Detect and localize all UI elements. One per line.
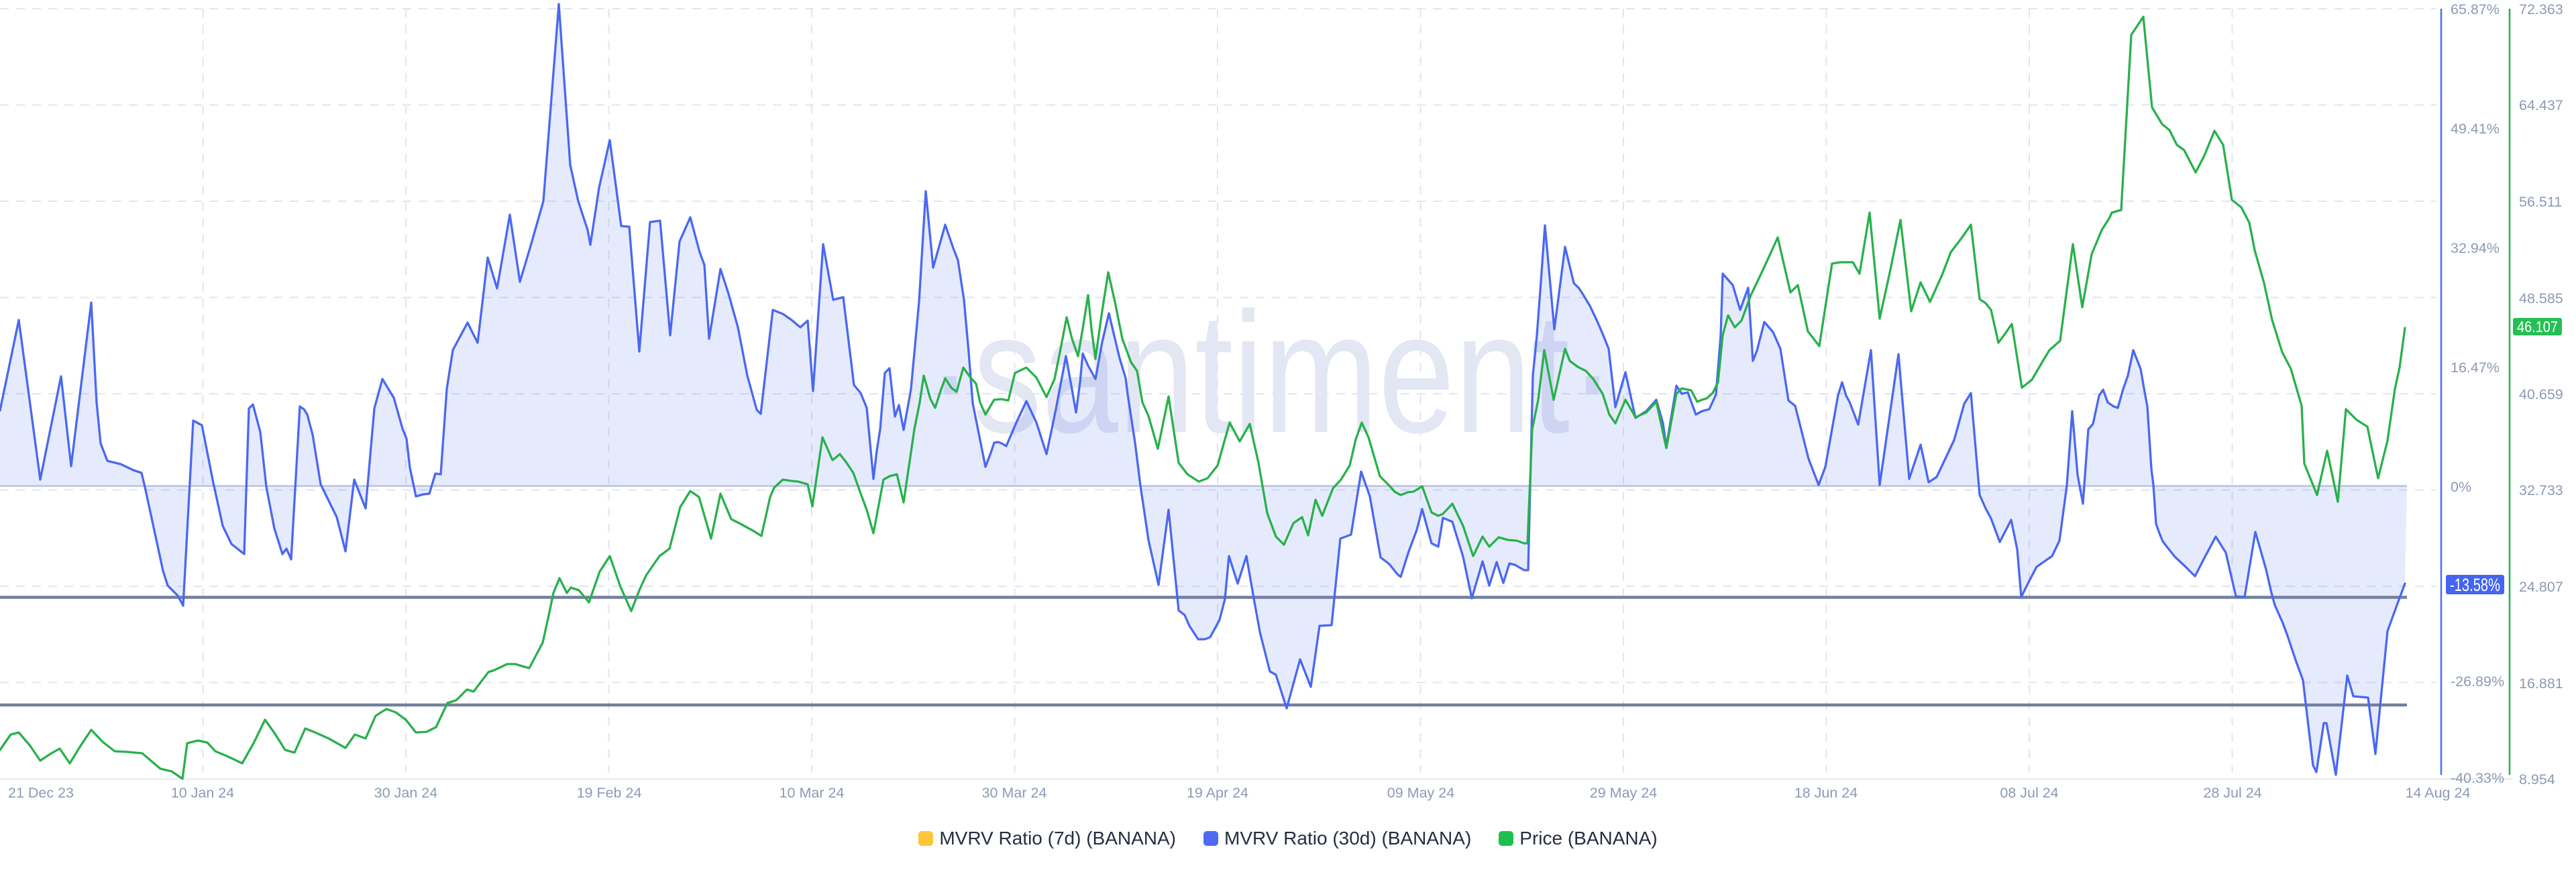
svg-text:-13.58%: -13.58%	[2450, 575, 2500, 595]
svg-text:28 Jul 24: 28 Jul 24	[2203, 785, 2261, 801]
svg-text:14 Aug 24: 14 Aug 24	[2406, 785, 2471, 801]
svg-text:40.659: 40.659	[2519, 386, 2563, 402]
svg-text:-26.89%: -26.89%	[2451, 673, 2504, 690]
svg-text:10 Jan 24: 10 Jan 24	[171, 785, 234, 801]
svg-text:48.585: 48.585	[2519, 290, 2563, 307]
svg-text:56.511: 56.511	[2519, 194, 2562, 210]
svg-text:65.87%: 65.87%	[2451, 1, 2500, 17]
svg-text:46.107: 46.107	[2517, 318, 2558, 335]
svg-text:72.363: 72.363	[2519, 1, 2563, 17]
svg-text:18 Jun 24: 18 Jun 24	[1794, 785, 1858, 801]
svg-text:49.41%: 49.41%	[2451, 121, 2500, 137]
svg-text:32.733: 32.733	[2519, 482, 2563, 498]
svg-text:10 Mar 24: 10 Mar 24	[780, 785, 845, 801]
svg-text:16.881: 16.881	[2519, 675, 2563, 692]
svg-text:-40.33%: -40.33%	[2451, 770, 2504, 786]
svg-text:19 Apr 24: 19 Apr 24	[1187, 785, 1248, 801]
svg-text:64.437: 64.437	[2519, 97, 2563, 113]
svg-text:16.47%: 16.47%	[2451, 360, 2500, 376]
svg-text:8.954: 8.954	[2519, 771, 2555, 787]
svg-text:30 Mar 24: 30 Mar 24	[982, 785, 1047, 801]
svg-text:09 May 24: 09 May 24	[1387, 785, 1454, 801]
svg-text:24.807: 24.807	[2519, 579, 2563, 595]
svg-text:08 Jul 24: 08 Jul 24	[2000, 785, 2058, 801]
svg-text:21 Dec 23: 21 Dec 23	[8, 785, 74, 801]
svg-text:29 May 24: 29 May 24	[1590, 785, 1657, 801]
svg-text:32.94%: 32.94%	[2451, 240, 2500, 256]
svg-text:0%: 0%	[2451, 479, 2471, 495]
svg-text:30 Jan 24: 30 Jan 24	[374, 785, 437, 801]
svg-text:19 Feb 24: 19 Feb 24	[577, 785, 642, 801]
